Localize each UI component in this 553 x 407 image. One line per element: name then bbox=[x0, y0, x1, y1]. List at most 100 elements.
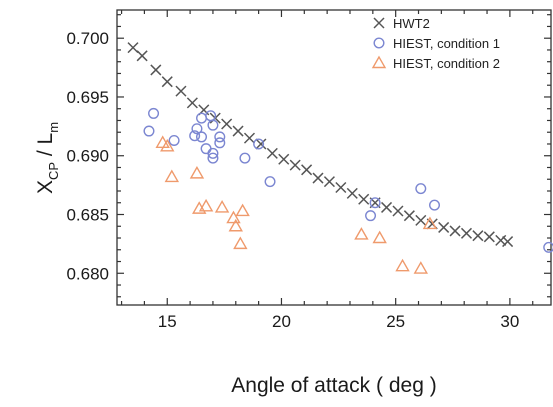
series-0-point-stroke bbox=[483, 231, 495, 243]
series-0-point-stroke bbox=[150, 64, 162, 76]
legend-marker-0-stroke bbox=[373, 17, 385, 29]
series-0-point-stroke bbox=[438, 221, 450, 233]
y-tick-label: 0.695 bbox=[66, 88, 109, 107]
series-0-point bbox=[301, 164, 313, 176]
series-0-point-stroke bbox=[426, 218, 438, 230]
legend-marker-2 bbox=[371, 55, 387, 69]
series-0-point bbox=[175, 85, 187, 97]
series-0-point-stroke bbox=[278, 153, 290, 165]
series-0-point bbox=[255, 138, 267, 150]
series-0-point bbox=[312, 172, 324, 184]
legend: HWT2 HIEST, condition 1 HIEST, condition 2 bbox=[371, 16, 500, 71]
series-0-point-stroke bbox=[232, 125, 244, 137]
series-2-point bbox=[214, 200, 230, 213]
series-1-point bbox=[207, 152, 219, 164]
series-0-point-stroke bbox=[161, 76, 173, 88]
series-0-point bbox=[460, 227, 473, 239]
axis-ticks: 15 20 25 30 0.680 0.685 0.690 0.695 0.700 bbox=[66, 10, 551, 331]
series-2-point bbox=[228, 218, 243, 232]
series-0-point bbox=[136, 50, 148, 62]
series-0-point-stroke bbox=[127, 42, 139, 54]
series-2-point bbox=[233, 236, 248, 250]
svg-text:XCP / Lm: XCP / Lm bbox=[34, 122, 61, 194]
series-0-point-stroke bbox=[312, 172, 324, 184]
series-0-point bbox=[358, 193, 370, 205]
x-tick-label: 15 bbox=[158, 312, 177, 331]
series-1-point bbox=[415, 183, 427, 195]
legend-marker-1 bbox=[373, 37, 385, 49]
series-0-point bbox=[127, 42, 139, 54]
series-0-point bbox=[335, 181, 347, 194]
series-1-point bbox=[191, 123, 203, 135]
series-0-point-stroke bbox=[346, 187, 358, 199]
series-0-point-stroke bbox=[221, 118, 233, 130]
series-1-point bbox=[143, 125, 155, 137]
series-0-point-stroke bbox=[175, 85, 187, 97]
x-tick-label: 30 bbox=[500, 312, 519, 331]
series-0-point-stroke bbox=[392, 205, 404, 217]
series-2-point bbox=[413, 261, 429, 274]
series-0-point-stroke bbox=[323, 176, 335, 188]
series-0-point-stroke bbox=[403, 210, 415, 222]
series-2-point bbox=[160, 138, 175, 152]
legend-label-0: HWT2 bbox=[393, 16, 430, 31]
series-0-point bbox=[150, 64, 162, 76]
series-0-point bbox=[232, 125, 244, 137]
series-1-point bbox=[207, 147, 219, 159]
series-1-point bbox=[369, 197, 381, 209]
series-0-point-stroke bbox=[186, 97, 198, 109]
series-0-point bbox=[243, 132, 256, 144]
series-0 bbox=[127, 42, 514, 248]
legend-label-2: HIEST, condition 2 bbox=[393, 56, 500, 71]
series-0-point bbox=[438, 221, 450, 233]
series-2-point bbox=[198, 198, 214, 212]
series-1 bbox=[143, 107, 553, 253]
x-axis-title: Angle of attack ( deg ) bbox=[231, 374, 436, 397]
series-0-point bbox=[346, 187, 358, 199]
series-0-point bbox=[323, 176, 335, 188]
data-points bbox=[127, 42, 553, 274]
series-0-point-stroke bbox=[415, 214, 427, 226]
series-2-point bbox=[395, 258, 410, 272]
series-1-point bbox=[214, 131, 226, 143]
series-0-point bbox=[403, 210, 415, 222]
series-2-point bbox=[422, 216, 438, 230]
series-1-point bbox=[189, 130, 201, 142]
series-0-point bbox=[266, 147, 278, 159]
series-2-point bbox=[372, 230, 387, 244]
series-0-point-stroke bbox=[255, 138, 267, 150]
series-2-point bbox=[164, 169, 180, 183]
series-0-point-stroke bbox=[266, 147, 278, 159]
series-0-point bbox=[186, 97, 198, 109]
y-axis-title-main: X bbox=[34, 180, 57, 194]
series-1-point bbox=[264, 176, 276, 188]
series-0-point bbox=[415, 214, 427, 226]
series-0-point bbox=[483, 231, 495, 243]
series-0-point-stroke bbox=[136, 50, 148, 62]
series-0-point bbox=[502, 236, 514, 248]
series-0-point-stroke bbox=[243, 132, 256, 144]
series-1-point bbox=[429, 199, 441, 211]
y-axis-title-sub1: CP bbox=[46, 162, 61, 180]
series-0-point-stroke bbox=[301, 164, 313, 176]
series-1-point bbox=[168, 134, 180, 146]
series-0-point-stroke bbox=[358, 193, 370, 205]
series-1-point bbox=[214, 137, 226, 149]
y-axis-title-mid: / L bbox=[34, 133, 57, 162]
series-2-point bbox=[235, 203, 250, 217]
series-2-point bbox=[226, 210, 241, 224]
series-1-point bbox=[365, 210, 377, 222]
series-1-point bbox=[253, 138, 265, 150]
series-0-point-stroke bbox=[381, 201, 393, 213]
series-0-point-stroke bbox=[289, 159, 301, 171]
y-axis-title-sub2: m bbox=[46, 122, 61, 133]
y-tick-label: 0.685 bbox=[66, 206, 109, 225]
series-2-point bbox=[354, 227, 369, 240]
legend-label-1: HIEST, condition 1 bbox=[393, 36, 500, 51]
series-1-point bbox=[196, 131, 208, 143]
series-0-point-stroke bbox=[472, 230, 484, 242]
series-2 bbox=[155, 135, 438, 274]
series-1-point bbox=[239, 152, 251, 164]
series-0-point-stroke bbox=[335, 181, 347, 194]
